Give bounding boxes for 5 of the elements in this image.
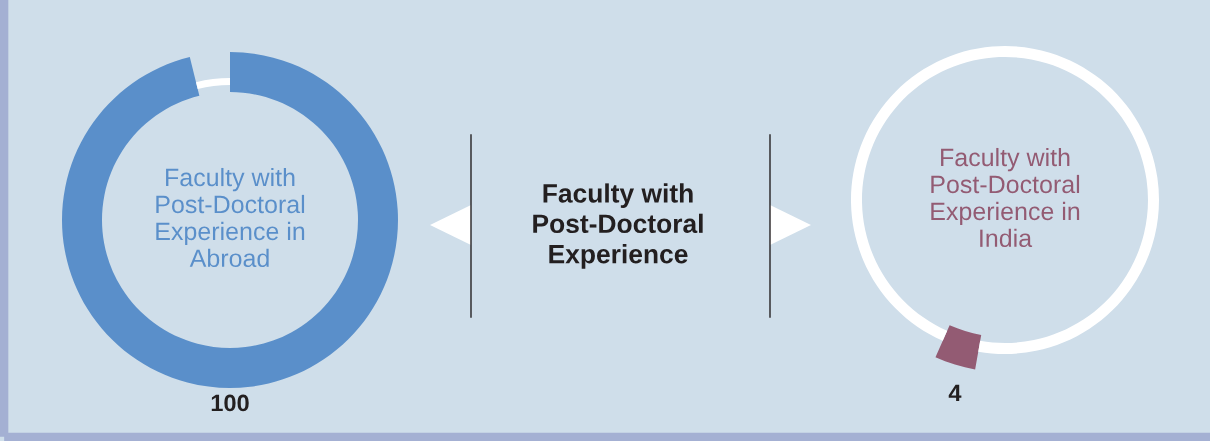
data-label: 100 xyxy=(211,394,249,412)
text: Faculty with Post-Doctoral Experience in India xyxy=(931,147,1080,248)
text: Faculty with Post-Doctoral Experience xyxy=(533,183,703,269)
text: Faculty with Post-Doctoral Experience in Abroad xyxy=(156,167,305,268)
data-label: 4 xyxy=(948,384,962,402)
